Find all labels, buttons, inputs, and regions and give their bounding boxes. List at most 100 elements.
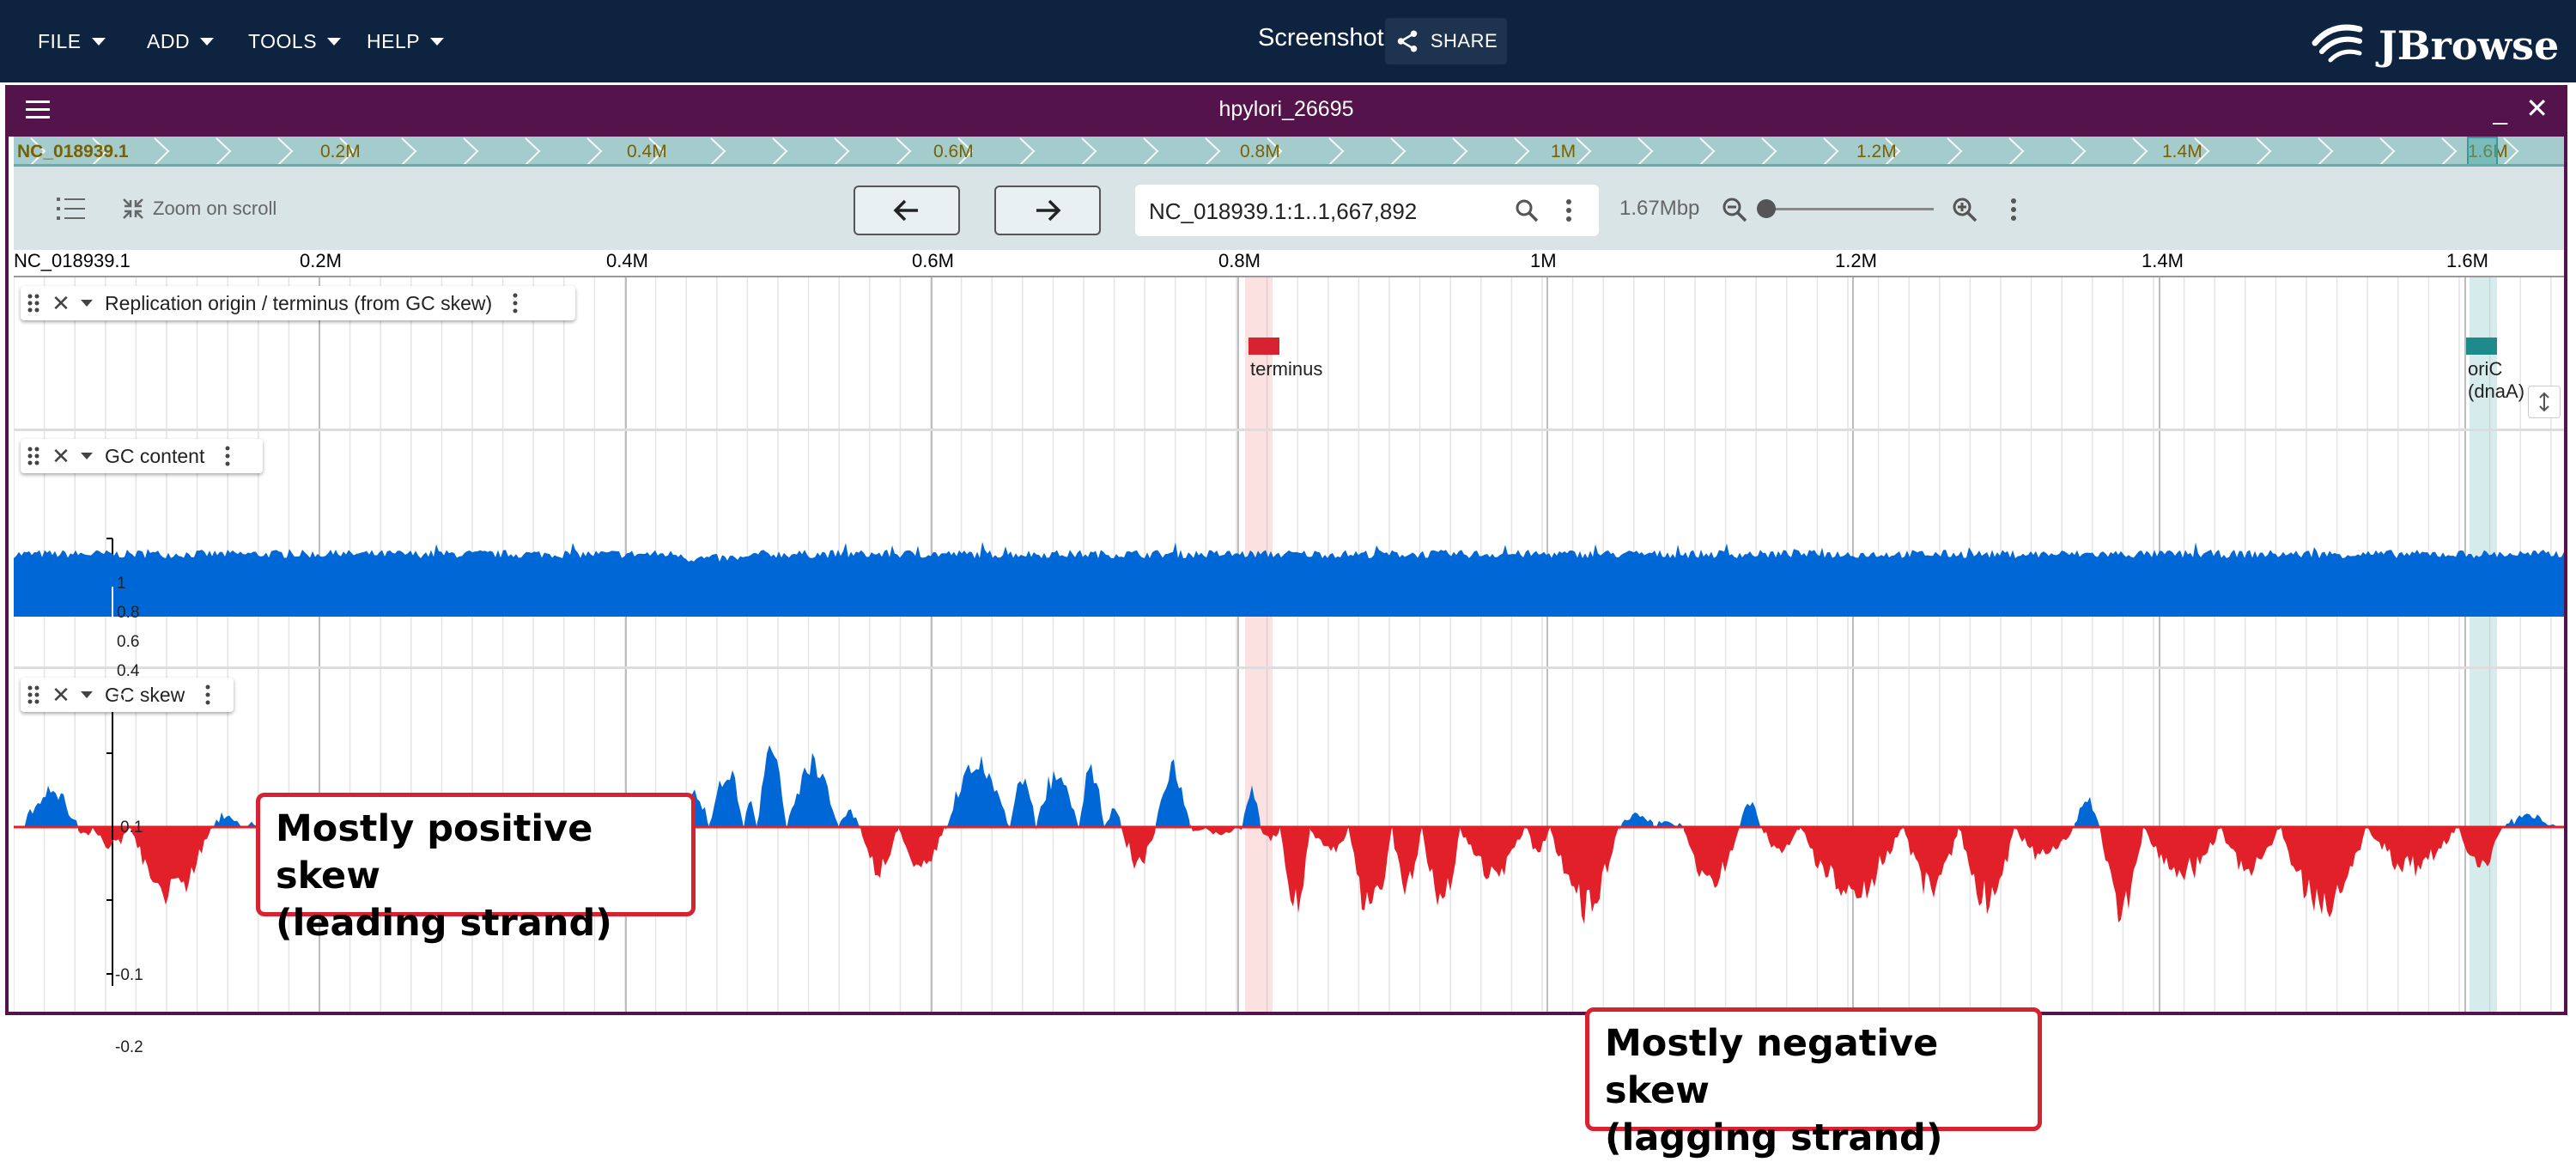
menu-tools-label: TOOLS xyxy=(248,29,318,52)
linear-genome-view: hpylori_26695 _ ✕ NC_018939.1 0.2M 0.4M … xyxy=(5,85,2567,1159)
drag-handle-icon[interactable] xyxy=(21,286,46,320)
location-search-box xyxy=(1135,185,1599,236)
tracks-container: terminus oriC (dnaA) ✕ Replication origi… xyxy=(14,277,2564,1159)
ruler-tick-label: 0.6M xyxy=(912,250,954,271)
track-divider[interactable] xyxy=(14,666,2564,669)
back-button[interactable] xyxy=(854,186,960,235)
feature-label-terminus: terminus xyxy=(1250,358,1323,380)
feature-track: terminus oriC (dnaA) xyxy=(14,277,2564,429)
overview-scale-bar[interactable]: NC_018939.1 0.2M 0.4M 0.6M 0.8M 1M 1.2M … xyxy=(14,137,2564,167)
zoom-slider-thumb[interactable] xyxy=(1757,199,1776,218)
feature-oric[interactable] xyxy=(2466,338,2497,355)
arrow-left-icon xyxy=(893,199,918,222)
feature-terminus[interactable] xyxy=(1249,338,1279,355)
drag-handle-icon[interactable] xyxy=(21,439,46,473)
close-icon[interactable]: ✕ xyxy=(2525,93,2549,124)
search-icon[interactable] xyxy=(1515,198,1539,222)
axis-tick-label: -0.2 xyxy=(115,1038,143,1056)
drag-handle-icon[interactable] xyxy=(21,678,46,712)
menu-tools[interactable]: TOOLS xyxy=(248,26,342,57)
chevron-down-icon xyxy=(91,37,106,46)
chevron-down-icon xyxy=(327,37,342,46)
hamburger-menu-icon[interactable] xyxy=(26,100,50,119)
overview-label-ref: NC_018939.1 xyxy=(17,142,129,161)
share-icon xyxy=(1397,30,1418,52)
track-divider[interactable] xyxy=(14,429,2564,431)
zoom-in-icon[interactable] xyxy=(1951,196,1978,223)
expand-track-button[interactable] xyxy=(2528,386,2561,418)
track-name: Replication origin / terminus (from GC s… xyxy=(105,291,493,314)
minimize-icon[interactable]: _ xyxy=(2493,97,2507,125)
session-name[interactable]: Screenshot xyxy=(1258,24,1384,52)
ruler-tick-label: 0.8M xyxy=(1218,250,1261,271)
track-menu-icon[interactable] xyxy=(213,439,242,473)
overview-label: 1M xyxy=(1551,142,1577,161)
track-label-replication: ✕ Replication origin / terminus (from GC… xyxy=(21,286,575,320)
view-header: hpylori_26695 _ ✕ xyxy=(5,85,2567,137)
axis-tick-label: 0 xyxy=(122,892,131,910)
ruler-tick-label: 1M xyxy=(1530,250,1557,271)
annotation-line: (leading strand) xyxy=(276,902,612,945)
annotation-line: (lagging strand) xyxy=(1605,1116,1943,1159)
menu-help[interactable]: HELP xyxy=(367,26,445,57)
zoom-out-icon[interactable] xyxy=(1721,196,1748,223)
arrow-right-icon xyxy=(1036,199,1061,222)
overview-label: 0.4M xyxy=(627,142,667,161)
location-input[interactable] xyxy=(1147,197,1511,226)
app-bar: FILE ADD TOOLS HELP Screenshot SHARE JBr… xyxy=(0,0,2576,82)
menu-file-label: FILE xyxy=(38,29,82,52)
menu-file[interactable]: FILE xyxy=(38,26,106,57)
ruler-tick-label: 1.2M xyxy=(1835,250,1877,271)
zoom-on-scroll-label[interactable]: Zoom on scroll xyxy=(153,198,277,219)
ruler-tick-label: 1.6M xyxy=(2446,250,2488,271)
view-toolbar: Zoom on scroll 1.67Mbp xyxy=(14,167,2564,250)
zoom-slider-track[interactable] xyxy=(1765,208,1934,210)
oric-highlight xyxy=(2470,277,2497,1012)
annotation-line: Mostly negative skew xyxy=(1605,1022,1939,1112)
annotation-positive-skew: Mostly positive skew (leading strand) xyxy=(256,793,696,945)
overview-viewport-highlight xyxy=(2467,137,2498,164)
forward-button[interactable] xyxy=(994,186,1101,235)
axis-tick-label: 1 xyxy=(117,575,126,593)
zoom-on-scroll-icon[interactable] xyxy=(120,196,146,222)
menu-add-label: ADD xyxy=(147,29,191,52)
close-track-icon[interactable]: ✕ xyxy=(52,289,70,316)
feature-label-oric: oriC (dnaA) xyxy=(2468,358,2525,402)
collapse-track-icon[interactable] xyxy=(76,678,98,712)
annotation-line: Mostly positive skew xyxy=(276,807,593,897)
close-track-icon[interactable]: ✕ xyxy=(52,681,70,708)
overview-label: 1.4M xyxy=(2162,142,2202,161)
ruler[interactable]: NC_018939.1 0.2M 0.4M 0.6M 0.8M 1M 1.2M … xyxy=(14,250,2564,277)
axis-tick-label: 0.1 xyxy=(120,818,143,837)
axis-tick-label: 0.2 xyxy=(117,691,140,709)
collapse-track-icon[interactable] xyxy=(76,439,98,473)
gc-skew-plot xyxy=(14,679,2564,986)
logo-text: JBrowse xyxy=(2379,22,2560,69)
view-options-icon[interactable] xyxy=(2009,198,2018,222)
axis-tick-label: 0.8 xyxy=(117,604,140,622)
track-selector-icon[interactable] xyxy=(57,196,86,222)
annotation-negative-skew: Mostly negative skew (lagging strand) xyxy=(1585,1007,2042,1159)
gc-content-plot xyxy=(14,538,2564,617)
vertical-resize-icon xyxy=(2539,392,2549,411)
track-menu-icon[interactable] xyxy=(501,286,530,320)
share-label: SHARE xyxy=(1430,30,1498,52)
bp-size-label: 1.67Mbp xyxy=(1619,197,1700,220)
ruler-tick-label: 1.4M xyxy=(2142,250,2184,271)
chevron-down-icon xyxy=(430,37,445,46)
overview-chevrons xyxy=(30,137,2519,164)
ruler-tick-label: 0.2M xyxy=(300,250,342,271)
track-name: GC skew xyxy=(105,683,185,706)
close-track-icon[interactable]: ✕ xyxy=(52,442,70,469)
track-label-gc-content: ✕ GC content xyxy=(21,439,263,473)
overview-label: 1.2M xyxy=(1856,142,1897,161)
menu-help-label: HELP xyxy=(367,29,421,52)
jbrowse-logo-icon xyxy=(2312,24,2363,63)
menu-add[interactable]: ADD xyxy=(147,26,215,57)
more-vert-icon[interactable] xyxy=(1564,198,1573,222)
view-title: hpylori_26695 xyxy=(1218,97,1354,121)
overview-label: 0.8M xyxy=(1240,142,1280,161)
track-menu-icon[interactable] xyxy=(193,678,222,712)
collapse-track-icon[interactable] xyxy=(76,286,98,320)
share-button[interactable]: SHARE xyxy=(1385,18,1507,64)
